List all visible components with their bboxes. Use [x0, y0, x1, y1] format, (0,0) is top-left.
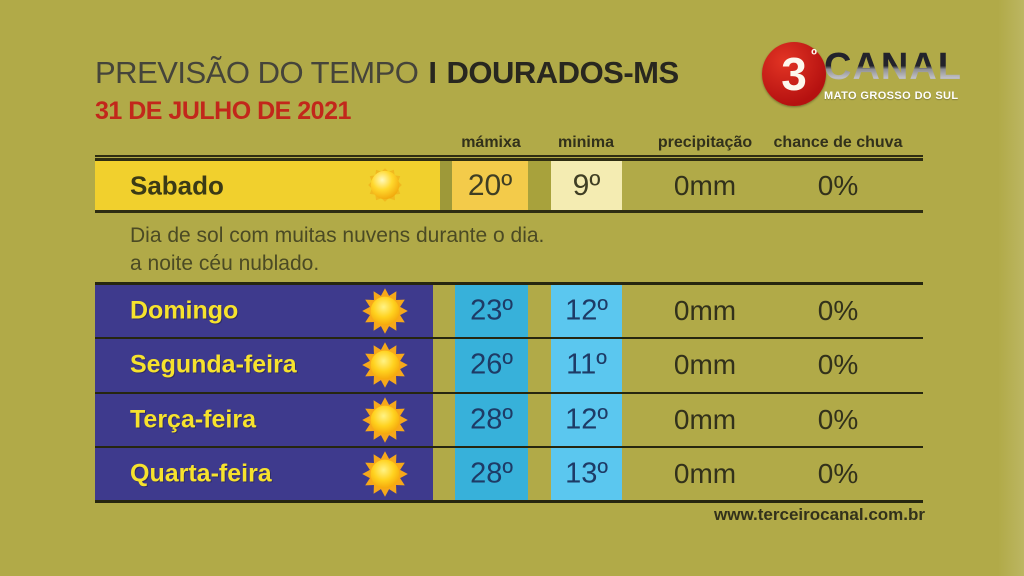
table-row: Quarta-feira 28º 13º 0mm 0% — [95, 445, 923, 500]
max-temp: 26º — [470, 348, 513, 381]
sun-icon — [362, 451, 408, 497]
logo-number: 3 — [781, 48, 807, 100]
day-label: Segunda-feira — [130, 350, 297, 379]
min-temp: 12º — [565, 294, 608, 327]
divider-strip — [440, 161, 452, 210]
table-row: Segunda-feira 26º 11º 0mm 0% — [95, 337, 923, 391]
column-header-max: mámixa — [461, 134, 521, 151]
day-label: Terça-feira — [130, 405, 256, 434]
min-temp: 12º — [565, 403, 608, 436]
column-header-precipitation: precipitação — [657, 134, 753, 151]
header-divider — [95, 155, 923, 157]
table-row-today: Sabado 20º 9º 0mm 0% — [95, 158, 923, 213]
precipitation: 0mm — [673, 403, 737, 435]
column-header-rain-chance: chance de chuva — [773, 134, 903, 151]
precipitation: 0mm — [673, 457, 737, 489]
rain-chance: 0% — [817, 349, 859, 381]
channel-logo: 3 º CANAL MATO GROSSO DO SUL — [762, 40, 961, 112]
website-url: www.terceirocanal.com.br — [714, 505, 925, 524]
rain-chance: 0% — [817, 403, 859, 435]
title-location: DOURADOS-MS — [446, 55, 680, 90]
sun-icon — [362, 396, 408, 443]
forecast-table: Domingo 23º 12º 0mm 0% Segunda-feira 26º… — [95, 282, 923, 503]
today-max-temp: 20º — [452, 161, 528, 210]
today-day-label: Sabado — [130, 170, 224, 200]
sun-icon — [362, 288, 408, 334]
day-label: Quarta-feira — [130, 459, 272, 488]
description-line-2: a noite céu nublado. — [130, 252, 320, 275]
max-temp: 28º — [470, 403, 513, 436]
logo-name: CANAL — [824, 46, 962, 88]
page-title: PREVISÃO DO TEMPO I DOURADOS-MS — [95, 55, 679, 91]
description-line-1: Dia de sol com muitas nuvens durante o d… — [130, 224, 545, 247]
divider-strip — [528, 161, 551, 210]
max-temp: 23º — [470, 294, 513, 327]
sun-icon — [368, 168, 402, 202]
title-separator: I — [428, 55, 437, 90]
title-main: PREVISÃO DO TEMPO — [95, 55, 419, 90]
rain-chance: 0% — [817, 295, 859, 327]
table-row: Domingo 23º 12º 0mm 0% — [95, 285, 923, 337]
today-day-band: Sabado — [95, 161, 440, 210]
min-temp: 13º — [565, 457, 608, 490]
logo-degree-mark: º — [811, 47, 817, 64]
column-header-min: minima — [557, 134, 614, 151]
precipitation: 0mm — [673, 295, 737, 327]
precipitation: 0mm — [673, 349, 737, 381]
sun-icon — [362, 342, 408, 389]
logo-3-badge: 3 º — [762, 42, 826, 106]
today-min-temp: 9º — [551, 161, 622, 210]
logo-region: MATO GROSSO DO SUL — [824, 90, 959, 102]
day-label: Domingo — [130, 296, 239, 325]
edge-highlight — [998, 0, 1024, 576]
date-label: 31 DE JULHO DE 2021 — [95, 97, 351, 125]
rain-chance: 0% — [817, 457, 859, 489]
max-temp: 28º — [470, 457, 513, 490]
table-row: Terça-feira 28º 12º 0mm 0% — [95, 391, 923, 446]
forecast-description: Dia de sol com muitas nuvens durante o d… — [130, 222, 544, 278]
min-temp: 11º — [566, 348, 607, 381]
today-rain-chance: 0% — [817, 169, 859, 201]
today-precipitation: 0mm — [673, 169, 737, 201]
